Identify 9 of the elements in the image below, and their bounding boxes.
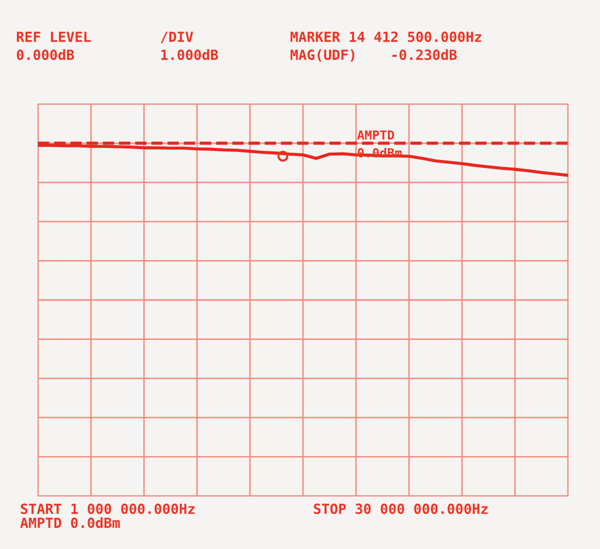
- text: 0.000dB: [16, 49, 74, 60]
- text: 1.000dB: [161, 49, 218, 60]
- text: AMPTD 0.0dBm: [20, 517, 120, 528]
- text: REF LEVEL: [16, 32, 91, 42]
- text: MARKER 14 412 500.000Hz: [290, 32, 482, 42]
- text: START 1 000 000.000Hz: [20, 504, 195, 514]
- text: STOP 30 000 000.000Hz: [314, 504, 488, 514]
- text: MAG(UDF) -0.230dB: [290, 49, 457, 62]
- text: /DIV: [160, 32, 194, 44]
